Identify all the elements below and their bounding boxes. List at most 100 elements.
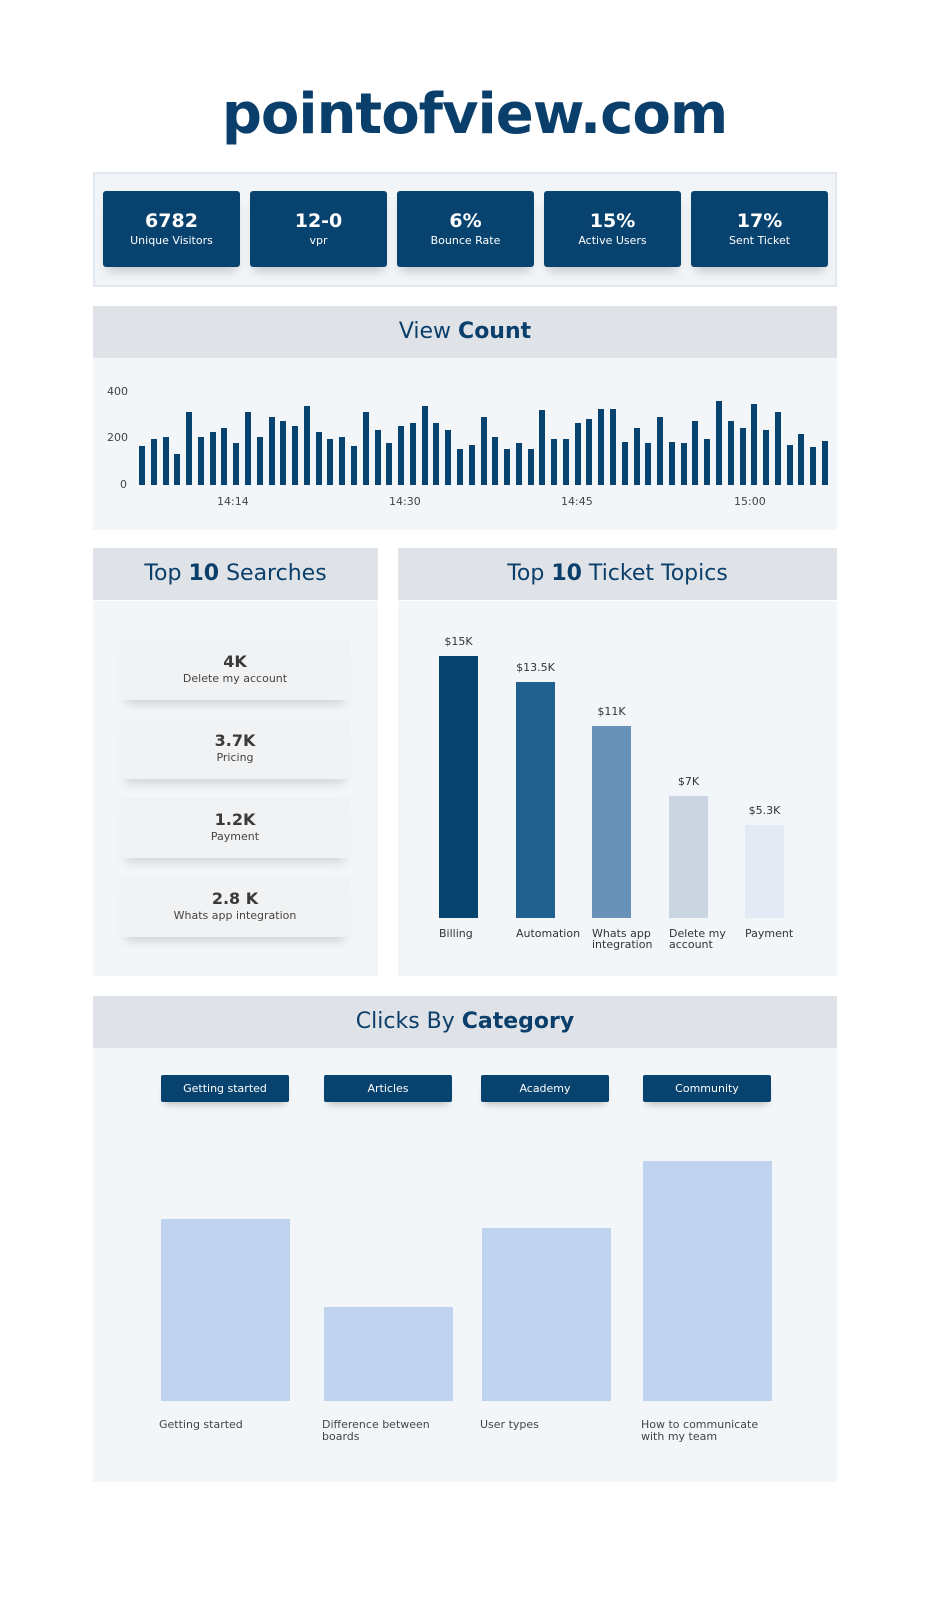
view-count-bar [409, 423, 416, 485]
kpi-card-unique-visitors: 6782 Unique Visitors [103, 191, 240, 267]
view-count-bar [610, 409, 617, 485]
view-count-bar [598, 409, 605, 485]
view-count-bar [315, 432, 322, 485]
header-bold-text: 10 [551, 561, 582, 586]
y-tick: 200 [107, 431, 128, 444]
ticket-bar [516, 682, 555, 918]
view-count-bar [327, 438, 334, 485]
view-count-bar [480, 417, 487, 485]
y-tick: 0 [120, 478, 127, 491]
search-item: 1.2K Payment [120, 798, 350, 858]
search-item: 2.8 K Whats app integration [120, 877, 350, 937]
view-count-bar [504, 448, 511, 485]
searches-panel: 4K Delete my account 3.7K Pricing 1.2K Paym… [93, 601, 378, 976]
ticket-value-label: $13.5K [516, 661, 555, 675]
view-count-bar [822, 441, 828, 485]
view-count-bar [303, 405, 310, 485]
click-category-label: Getting started [159, 1418, 243, 1431]
search-term: Delete my account [182, 672, 288, 685]
category-button-academy[interactable]: Academy [481, 1075, 609, 1102]
click-bar [161, 1218, 290, 1401]
view-count-bar [574, 423, 581, 485]
view-count-bar [562, 438, 569, 485]
click-bar [324, 1307, 453, 1401]
header-text: Ticket Topics [581, 561, 728, 586]
ticket-bar [592, 725, 631, 918]
view-count-bar [374, 430, 381, 485]
view-count-bar [350, 445, 357, 485]
view-count-bar [362, 412, 369, 485]
view-count-bar [763, 430, 770, 485]
view-count-bar [680, 443, 687, 485]
search-term: Pricing [216, 751, 254, 764]
view-count-bar [456, 448, 463, 485]
kpi-value: 15% [589, 210, 636, 232]
view-count-bar [527, 448, 534, 485]
kpi-label: Sent Ticket [728, 234, 791, 247]
kpi-strip: 6782 Unique Visitors 12-0 vpr 6% Bounce Rat… [93, 172, 837, 287]
view-count-bar [668, 441, 675, 485]
click-category-label: How to communicate with my team [641, 1418, 759, 1443]
ticket-bar [669, 795, 708, 918]
view-count-bar [774, 412, 781, 485]
view-count-bar [716, 401, 723, 485]
view-count-bar [186, 412, 193, 485]
view-count-bar [244, 412, 251, 485]
search-item: 3.7K Pricing [120, 719, 350, 779]
kpi-value: 12-0 [294, 210, 343, 232]
view-count-bar [398, 425, 405, 485]
view-count-bar [233, 443, 240, 485]
view-count-bar [221, 427, 228, 485]
view-count-bar [421, 405, 428, 485]
view-count-bar [692, 421, 699, 485]
view-count-bar [174, 453, 181, 485]
view-count-bar [798, 434, 805, 485]
view-count-bar [539, 409, 546, 485]
x-tick: 14:14 [217, 495, 249, 508]
kpi-value: 6% [449, 210, 482, 232]
kpi-card-vpr: 12-0 vpr [250, 191, 387, 267]
category-button-community[interactable]: Community [643, 1075, 771, 1102]
ticket-category-label: Delete my account [669, 927, 726, 951]
search-item: 4K Delete my account [120, 640, 350, 700]
view-count-bar [810, 447, 817, 485]
view-count-header: View Count [93, 306, 837, 358]
header-text: Clicks By [355, 1009, 462, 1034]
click-bar [482, 1228, 611, 1401]
search-count: 1.2K [214, 810, 256, 829]
view-count-bar [468, 445, 475, 485]
view-count-bar [551, 438, 558, 485]
view-count-bar [739, 427, 746, 485]
view-count-bar [492, 437, 499, 485]
click-category-label: User types [480, 1418, 539, 1431]
view-count-bar [150, 438, 157, 485]
search-count: 2.8 K [211, 889, 259, 908]
header-bold-text: Count [458, 319, 532, 344]
header-bold-text: Category [461, 1009, 575, 1034]
page-title: pointofview.com [221, 82, 728, 147]
view-count-bar [280, 421, 287, 485]
ticket-value-label: $7K [677, 774, 700, 788]
kpi-label: vpr [309, 234, 328, 247]
tickets-header: Top 10 Ticket Topics [398, 548, 837, 600]
view-count-panel [93, 358, 837, 530]
view-count-bar [256, 437, 263, 485]
ticket-category-label: Payment [745, 927, 794, 940]
category-button-getting-started[interactable]: Getting started [161, 1075, 289, 1102]
kpi-label: Bounce Rate [430, 234, 501, 247]
y-tick: 400 [107, 385, 128, 398]
view-count-bar [139, 445, 145, 485]
header-text: Top [144, 561, 189, 586]
searches-header: Top 10 Searches [93, 548, 378, 600]
search-term: Whats app integration [173, 909, 297, 922]
view-count-bar [586, 418, 593, 485]
category-button-articles[interactable]: Articles [324, 1075, 452, 1102]
view-count-bar [339, 437, 346, 485]
search-count: 3.7K [214, 731, 256, 750]
header-text: Searches [219, 561, 327, 586]
search-term: Payment [210, 830, 260, 843]
header-text: View [398, 319, 459, 344]
view-count-bar [433, 423, 440, 485]
view-count-bar [621, 441, 628, 485]
clicks-header: Clicks By Category [93, 996, 837, 1048]
